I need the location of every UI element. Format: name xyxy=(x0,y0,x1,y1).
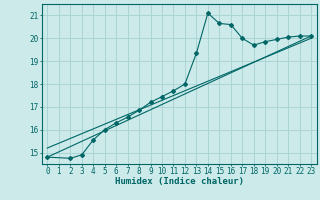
X-axis label: Humidex (Indice chaleur): Humidex (Indice chaleur) xyxy=(115,177,244,186)
